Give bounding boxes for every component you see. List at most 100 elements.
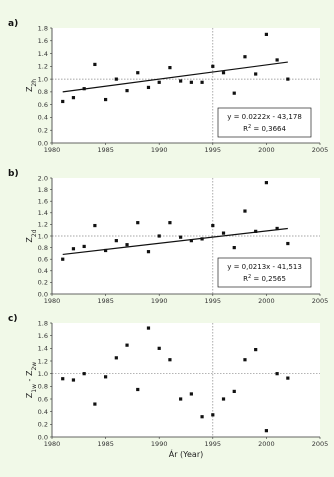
y-tick-label: 0.2: [38, 421, 48, 429]
data-point: [243, 358, 247, 362]
y-tick-label: 0.8: [38, 383, 48, 391]
data-point: [61, 257, 65, 261]
data-point: [146, 326, 151, 330]
data-point: [275, 372, 279, 376]
data-point: [157, 80, 161, 84]
y-tick-label: 1.8: [38, 24, 48, 32]
data-point: [168, 66, 172, 70]
x-tick-label: 1990: [151, 440, 168, 448]
x-tick-label: 1990: [151, 146, 168, 154]
y-tick-label: 0.0: [38, 433, 48, 441]
data-point: [125, 89, 129, 93]
y-tick-label: 0.8: [38, 244, 48, 252]
y-tick-label: 0.6: [38, 101, 48, 109]
y-tick-label: 1.8: [38, 186, 48, 194]
y-axis-label: Z2h: [25, 79, 38, 92]
panel-label: b): [8, 169, 19, 179]
data-point: [146, 85, 151, 90]
equation-box: [217, 107, 312, 138]
data-point: [82, 244, 86, 249]
y-tick-label: 1.4: [38, 209, 48, 217]
data-point: [157, 234, 161, 238]
data-point: [221, 397, 226, 401]
data-point: [232, 91, 236, 95]
data-point: [264, 429, 268, 433]
data-point: [189, 239, 193, 243]
data-point: [275, 226, 279, 231]
data-point: [71, 247, 76, 251]
data-point: [93, 62, 97, 67]
data-point: [125, 343, 129, 347]
y-tick-label: 0.4: [38, 267, 48, 275]
chart-panel-3: 0.0 0.2 0.4 0.6 0.8 1.0 1.2 1.4 1.6 1.8 1980 1985 19…: [8, 314, 328, 459]
y-tick-label: 0.8: [38, 88, 48, 96]
panel-label: c): [8, 314, 17, 324]
x-tick-label: 2005: [312, 440, 329, 448]
data-point: [61, 377, 65, 381]
data-point: [221, 231, 226, 235]
data-point: [232, 246, 236, 250]
data-point: [200, 80, 204, 84]
data-point: [104, 375, 108, 379]
x-tick-label: 1985: [97, 146, 114, 154]
data-point: [71, 96, 76, 100]
data-point: [189, 392, 193, 396]
data-point: [179, 397, 183, 401]
data-point: [211, 413, 215, 417]
data-point: [114, 77, 118, 81]
y-axis-label: Z1w - Z2w: [25, 362, 38, 398]
data-point: [243, 209, 247, 213]
data-point: [104, 97, 108, 102]
x-tick-label: 1995: [205, 440, 222, 448]
data-point: [136, 387, 140, 392]
data-point: [286, 376, 290, 380]
trend-line: [62, 227, 288, 256]
y-tick-label: 1.0: [38, 75, 48, 83]
data-point: [136, 71, 140, 75]
data-point: [221, 71, 226, 75]
y-tick-label: 0.2: [38, 127, 48, 135]
x-axis-label: Ár (Year): [169, 448, 203, 459]
y-tick-label: 1.6: [38, 332, 48, 340]
trend-equation: y = 0.0222x - 43,178: [227, 113, 302, 121]
trend-equation: y = 0,0213x - 41,513: [227, 263, 302, 271]
data-point: [82, 87, 86, 91]
y-tick-label: 0.4: [38, 114, 48, 122]
data-point: [275, 58, 279, 62]
data-point: [254, 229, 258, 233]
y-tick-label: 1.2: [38, 221, 48, 229]
x-tick-label: 2005: [312, 297, 329, 305]
data-point: [146, 250, 151, 254]
data-point: [93, 402, 97, 406]
y-tick-label: 1.6: [38, 198, 48, 206]
panel-label: a): [8, 19, 18, 29]
data-point: [157, 346, 161, 350]
data-point: [200, 415, 204, 419]
data-point: [82, 372, 86, 376]
y-tick-label: 1.2: [38, 357, 48, 365]
x-tick-label: 1980: [44, 297, 61, 305]
x-tick-label: 1980: [44, 146, 61, 154]
data-point: [136, 221, 140, 225]
data-point: [211, 223, 215, 228]
x-tick-label: 2000: [258, 440, 275, 448]
data-point: [104, 248, 108, 253]
data-point: [61, 99, 65, 104]
data-point: [71, 378, 76, 382]
y-tick-label: 1.0: [38, 370, 48, 378]
x-tick-label: 1995: [205, 297, 222, 305]
data-point: [168, 358, 172, 362]
y-axis-label: Z2d: [25, 229, 38, 242]
trend-line: [62, 61, 288, 93]
x-tick-label: 2000: [258, 146, 275, 154]
data-point: [232, 389, 236, 393]
data-point: [264, 32, 268, 36]
data-point: [125, 243, 129, 247]
x-tick-label: 1985: [97, 440, 114, 448]
x-tick-label: 1985: [97, 297, 114, 305]
y-tick-label: 1.6: [38, 37, 48, 45]
r-squared: R2 = 0,2565: [243, 274, 286, 283]
y-tick-label: 1.8: [38, 319, 48, 327]
x-tick-label: 1980: [44, 440, 61, 448]
